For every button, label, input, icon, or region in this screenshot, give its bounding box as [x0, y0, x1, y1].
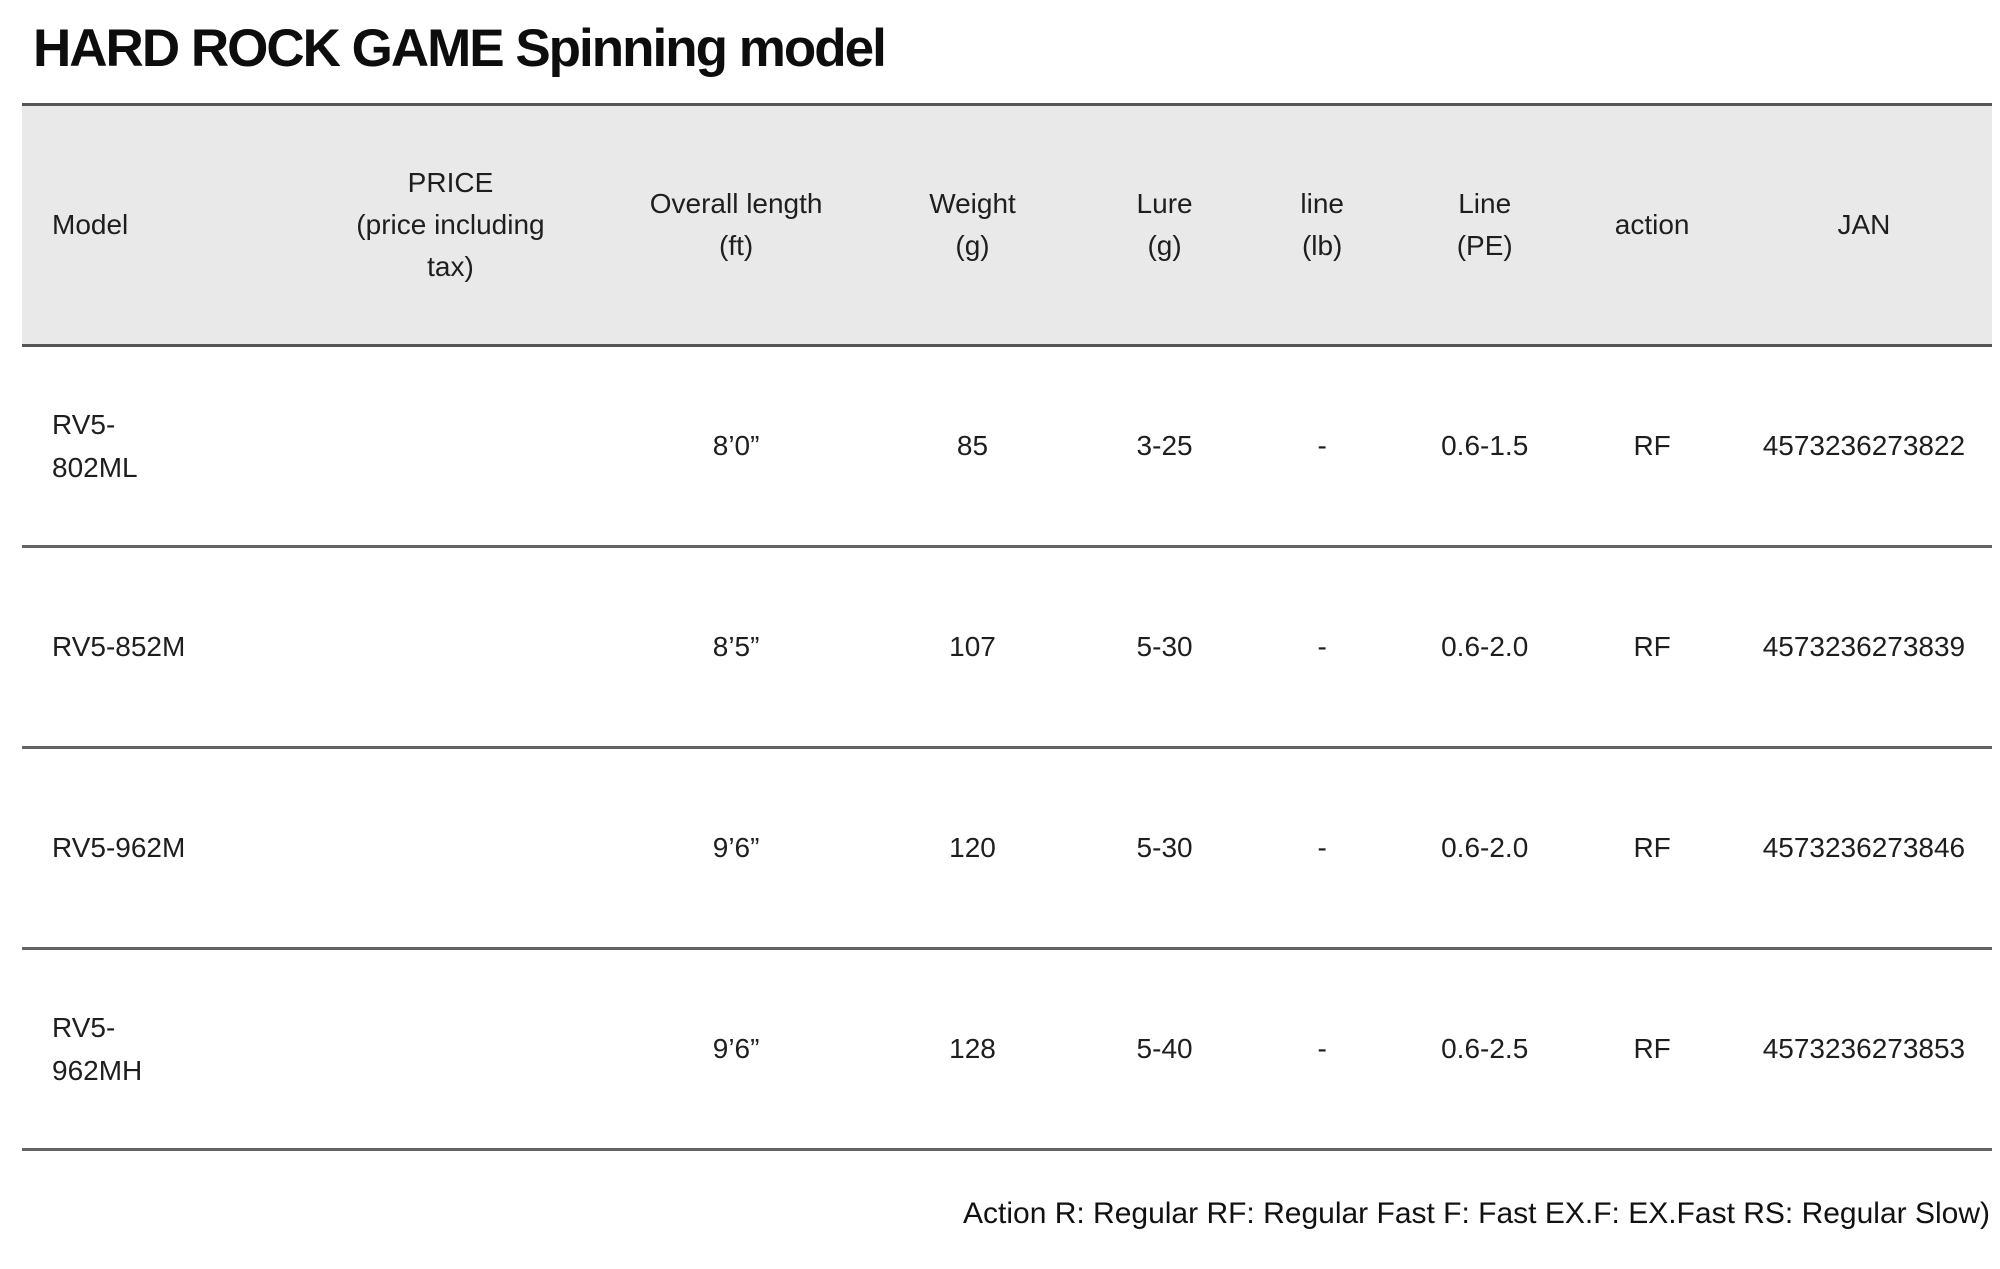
cell-overall-length: 9’6” [612, 747, 860, 950]
cell-jan: 4573236273822 [1735, 345, 1992, 548]
cell-action: RF [1568, 747, 1736, 950]
cell-price [287, 747, 613, 950]
cell-action: RF [1568, 345, 1736, 548]
col-header-overall-length: Overall length (ft) [612, 103, 860, 347]
cell-line-lb: - [1243, 747, 1401, 950]
cell-jan: 4573236273853 [1735, 948, 1992, 1151]
cell-weight: 120 [859, 747, 1086, 950]
col-header-weight: Weight (g) [859, 103, 1086, 347]
cell-weight: 107 [859, 546, 1086, 749]
table-row: RV5-962M 9’6” 120 5-30 - 0.6-2.0 RF 4573… [22, 747, 1992, 950]
cell-lure: 5-40 [1085, 948, 1244, 1151]
table-row: RV5- 962MH 9’6” 128 5-40 - 0.6-2.5 RF 45… [22, 948, 1992, 1151]
cell-overall-length: 9’6” [612, 948, 860, 1151]
cell-price [287, 345, 613, 548]
spec-table: Model PRICE (price including tax) Overal… [22, 103, 1992, 1151]
cell-lure: 3-25 [1085, 345, 1244, 548]
cell-model: RV5-962M [22, 747, 288, 950]
cell-lure: 5-30 [1085, 747, 1244, 950]
col-header-price: PRICE (price including tax) [287, 103, 613, 347]
col-header-line-lb: line (lb) [1243, 103, 1401, 347]
cell-line-pe: 0.6-2.0 [1400, 747, 1569, 950]
col-header-action: action [1568, 103, 1736, 347]
cell-price [287, 546, 613, 749]
page: HARD ROCK GAME Spinning model Model PRIC… [22, 19, 1992, 1230]
cell-line-pe: 0.6-2.5 [1400, 948, 1569, 1151]
page-title: HARD ROCK GAME Spinning model [33, 19, 887, 78]
cell-price [287, 948, 613, 1151]
cell-jan: 4573236273846 [1735, 747, 1992, 950]
cell-overall-length: 8’5” [612, 546, 860, 749]
cell-weight: 85 [859, 345, 1086, 548]
cell-weight: 128 [859, 948, 1086, 1151]
cell-line-lb: - [1243, 948, 1401, 1151]
cell-line-pe: 0.6-2.0 [1400, 546, 1569, 749]
cell-action: RF [1568, 948, 1736, 1151]
cell-overall-length: 8’0” [612, 345, 860, 548]
col-header-model: Model [22, 103, 288, 347]
col-header-line-pe: Line (PE) [1400, 103, 1569, 347]
cell-line-lb: - [1243, 546, 1401, 749]
action-legend: Action R: Regular RF: Regular Fast F: Fa… [963, 1197, 1990, 1230]
cell-model: RV5- 962MH [22, 948, 288, 1151]
table-row: RV5-852M 8’5” 107 5-30 - 0.6-2.0 RF 4573… [22, 546, 1992, 749]
table-row: RV5- 802ML 8’0” 85 3-25 - 0.6-1.5 RF 457… [22, 345, 1992, 548]
cell-model: RV5-852M [22, 546, 288, 749]
header-row: Model PRICE (price including tax) Overal… [22, 103, 1992, 347]
col-header-jan: JAN [1735, 103, 1992, 347]
cell-line-pe: 0.6-1.5 [1400, 345, 1569, 548]
cell-action: RF [1568, 546, 1736, 749]
col-header-lure: Lure (g) [1085, 103, 1244, 347]
cell-model: RV5- 802ML [22, 345, 288, 548]
cell-jan: 4573236273839 [1735, 546, 1992, 749]
cell-line-lb: - [1243, 345, 1401, 548]
cell-lure: 5-30 [1085, 546, 1244, 749]
